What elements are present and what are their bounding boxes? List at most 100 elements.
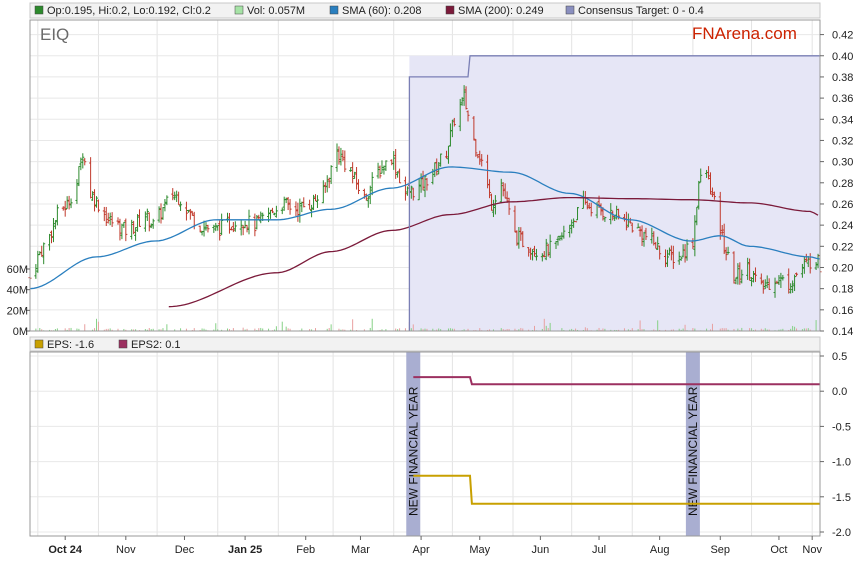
price-bar bbox=[570, 219, 574, 234]
price-bar bbox=[644, 227, 648, 240]
price-bar bbox=[138, 209, 142, 227]
price-bar bbox=[789, 283, 793, 294]
price-bar bbox=[671, 245, 675, 269]
price-bar bbox=[814, 261, 818, 270]
volume-axis-label: 60M bbox=[7, 264, 28, 276]
price-bar bbox=[654, 241, 658, 249]
price-bar bbox=[765, 275, 769, 289]
price-bar bbox=[546, 243, 550, 257]
eps-axis-label: 0.5 bbox=[832, 351, 847, 363]
price-bar bbox=[411, 187, 415, 201]
price-bar bbox=[472, 116, 476, 141]
price-bar bbox=[710, 187, 714, 198]
price-bar bbox=[548, 234, 552, 259]
date-axis-label: Oct bbox=[770, 544, 787, 556]
price-bar bbox=[329, 165, 333, 185]
price-bar bbox=[419, 173, 423, 193]
price-bar bbox=[55, 204, 59, 226]
price-bar bbox=[574, 221, 578, 223]
price-bar bbox=[165, 195, 169, 206]
price-bar bbox=[759, 273, 763, 285]
price-bar bbox=[726, 246, 730, 255]
price-bar bbox=[656, 236, 660, 250]
eps-legend: EPS: -1.6 EPS2: 0.1 bbox=[29, 336, 821, 352]
price-bar bbox=[732, 251, 736, 284]
date-axis-label: May bbox=[469, 544, 490, 556]
date-axis-label: Dec bbox=[175, 544, 195, 556]
price-bar bbox=[777, 275, 781, 286]
price-bar bbox=[179, 201, 183, 211]
price-bar bbox=[94, 196, 98, 208]
price-bar bbox=[83, 158, 87, 166]
ticker-label: EIQ bbox=[40, 25, 69, 44]
price-axis-label: 0.26 bbox=[832, 199, 853, 211]
date-axis-label: Apr bbox=[413, 544, 430, 556]
price-bar bbox=[171, 188, 175, 201]
price-bar bbox=[773, 277, 777, 298]
price-bar bbox=[136, 214, 140, 232]
price-bar bbox=[628, 217, 632, 224]
price-bar bbox=[177, 191, 181, 206]
price-bar bbox=[61, 206, 65, 211]
price-bar bbox=[435, 158, 439, 176]
price-bar bbox=[540, 253, 544, 262]
date-axis-label: Jun bbox=[531, 544, 549, 556]
price-bar bbox=[452, 117, 456, 127]
price-bar bbox=[534, 248, 538, 261]
date-axis-label: Nov bbox=[802, 544, 822, 556]
price-bar bbox=[357, 179, 361, 195]
price-bar bbox=[658, 245, 662, 260]
price-bar bbox=[601, 207, 605, 221]
financial-year-label: NEW FINANCIAL YEAR bbox=[686, 386, 700, 516]
price-bar bbox=[753, 267, 757, 282]
sma60-legend-swatch bbox=[329, 5, 339, 15]
price-bar bbox=[312, 194, 316, 210]
price-bar bbox=[554, 241, 558, 249]
eps2-legend-text: EPS2: 0.1 bbox=[131, 339, 181, 351]
sma200-line bbox=[168, 196, 819, 308]
price-bar bbox=[763, 279, 767, 290]
price-bar bbox=[685, 239, 689, 261]
financial-year-marker bbox=[406, 352, 421, 536]
price-bar bbox=[665, 249, 669, 267]
price-bar bbox=[231, 222, 235, 233]
price-bar bbox=[767, 278, 771, 290]
price-bar bbox=[802, 256, 806, 274]
price-bar bbox=[752, 270, 756, 283]
eps-legend-swatch bbox=[34, 339, 44, 349]
price-bar bbox=[380, 160, 384, 174]
price-axis-label: 0.20 bbox=[832, 262, 853, 274]
price-bar bbox=[693, 215, 697, 257]
price-bar bbox=[382, 165, 386, 175]
price-bar bbox=[476, 154, 480, 159]
price-panel-frame bbox=[29, 19, 821, 332]
eps2-line bbox=[413, 376, 820, 386]
price-bar bbox=[750, 277, 754, 287]
price-bar bbox=[460, 97, 464, 106]
price-bar bbox=[40, 245, 44, 257]
price-bar bbox=[257, 214, 261, 220]
price-bar bbox=[339, 147, 343, 166]
price-bar bbox=[259, 211, 263, 224]
eps-axis-label: -0.5 bbox=[832, 421, 851, 433]
price-bar bbox=[712, 191, 716, 200]
price-bar bbox=[280, 207, 284, 215]
price-bar bbox=[34, 264, 38, 279]
brand-logo-text: FNArena.com bbox=[692, 24, 797, 43]
price-bar bbox=[638, 226, 642, 237]
price-bar bbox=[65, 196, 69, 210]
eps-axis-label: -2.0 bbox=[832, 527, 851, 539]
sma60-legend-text: SMA (60): 0.208 bbox=[342, 5, 422, 17]
price-bar bbox=[253, 213, 257, 237]
financial-year-marker bbox=[685, 352, 700, 536]
price-bar bbox=[464, 86, 468, 110]
price-bar bbox=[421, 170, 425, 191]
price-bar bbox=[296, 202, 300, 222]
price-bar bbox=[679, 256, 683, 261]
price-bar bbox=[384, 160, 388, 171]
price-bar bbox=[321, 180, 325, 204]
eps-axis-label: 0.0 bbox=[832, 386, 847, 398]
price-bar bbox=[746, 257, 750, 280]
price-axis-label: 0.40 bbox=[832, 51, 853, 63]
price-bar bbox=[157, 206, 161, 223]
